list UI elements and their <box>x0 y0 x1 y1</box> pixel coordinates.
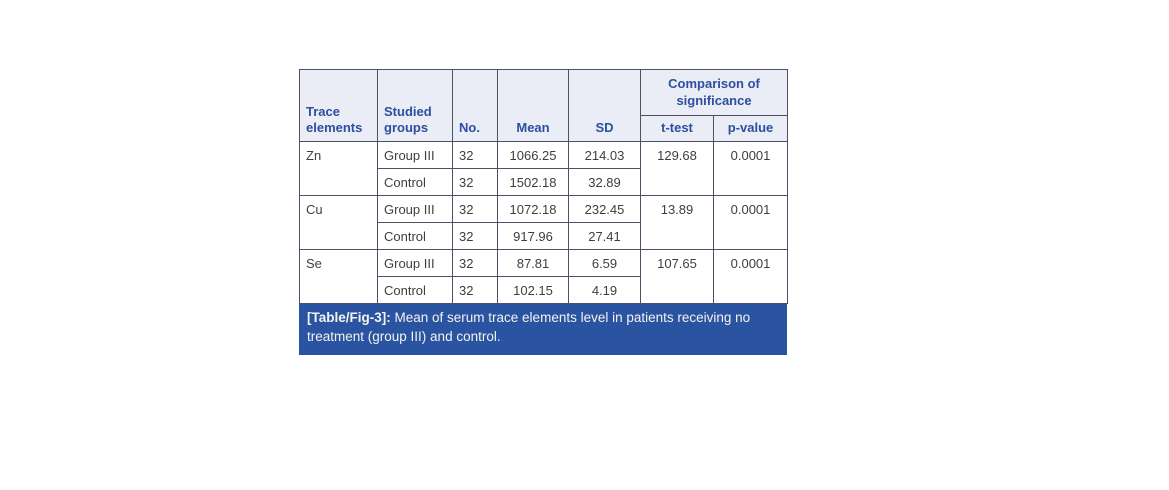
cell-p-value-cu: 0.0001 <box>712 195 789 250</box>
cell-mean: 87.81 <box>497 249 569 277</box>
column-header-mean: Mean <box>497 69 569 142</box>
cell-no: 32 <box>452 249 498 277</box>
cell-sd: 4.19 <box>568 276 641 304</box>
column-header-p-value: p-value <box>712 115 789 142</box>
caption-label: [Table/Fig-3]: <box>307 310 391 325</box>
cell-mean: 1072.18 <box>497 195 569 223</box>
table-row-cu-control: Control 32 917.96 27.41 <box>300 222 788 250</box>
cell-no: 32 <box>452 168 498 196</box>
table-row-cu-group3: Cu Group III 32 1072.18 232.45 13.89 0.0… <box>299 195 789 250</box>
cell-sd: 232.45 <box>568 195 641 223</box>
table-figure: Trace elements Studied groups No. Mean S… <box>299 69 789 355</box>
table-row-se-group3: Se Group III 32 87.81 6.59 107.65 0.0001 <box>299 249 789 304</box>
header-row-top: Trace elements Studied groups No. Mean S… <box>299 69 789 142</box>
cell-no: 32 <box>452 195 498 223</box>
cell-p-value-se: 0.0001 <box>712 249 789 304</box>
cell-mean: 102.15 <box>497 276 569 304</box>
cell-t-test-zn: 129.68 <box>640 141 714 196</box>
cell-group: Group III <box>377 195 453 223</box>
column-header-comparison-of-significance: Comparison of significance <box>639 69 789 116</box>
trace-elements-table: Trace elements Studied groups No. Mean S… <box>299 69 789 304</box>
cell-sd: 27.41 <box>568 222 641 250</box>
caption-text: Mean of serum trace elements level in pa… <box>307 310 751 344</box>
figure-caption: [Table/Fig-3]: Mean of serum trace eleme… <box>299 304 787 355</box>
cell-no: 32 <box>452 276 498 304</box>
header-row-sub: t-test p-value <box>300 115 789 142</box>
cell-element-se: Se <box>299 249 378 304</box>
cell-mean: 917.96 <box>497 222 569 250</box>
cell-sd: 32.89 <box>568 168 641 196</box>
cell-group: Control <box>377 276 453 304</box>
table-row-zn-control: Control 32 1502.18 32.89 <box>300 168 788 196</box>
cell-mean: 1502.18 <box>497 168 569 196</box>
column-header-sd: SD <box>568 69 641 142</box>
cell-group: Group III <box>377 141 453 169</box>
cell-element-zn: Zn <box>299 141 378 196</box>
column-header-trace-elements: Trace elements <box>299 69 378 142</box>
column-header-t-test: t-test <box>640 115 714 142</box>
cell-p-value-zn: 0.0001 <box>712 141 789 196</box>
cell-group: Control <box>377 222 453 250</box>
cell-no: 32 <box>452 141 498 169</box>
cell-t-test-se: 107.65 <box>640 249 714 304</box>
cell-t-test-cu: 13.89 <box>640 195 714 250</box>
cell-group: Control <box>377 168 453 196</box>
table-row-se-control: Control 32 102.15 4.19 <box>300 276 788 304</box>
cell-mean: 1066.25 <box>497 141 569 169</box>
cell-group: Group III <box>377 249 453 277</box>
column-header-no: No. <box>452 69 498 142</box>
column-header-studied-groups: Studied groups <box>377 69 453 142</box>
cell-sd: 214.03 <box>568 141 641 169</box>
cell-element-cu: Cu <box>299 195 378 250</box>
cell-no: 32 <box>452 222 498 250</box>
cell-sd: 6.59 <box>568 249 641 277</box>
table-row-zn-group3: Zn Group III 32 1066.25 214.03 129.68 0.… <box>299 141 789 196</box>
